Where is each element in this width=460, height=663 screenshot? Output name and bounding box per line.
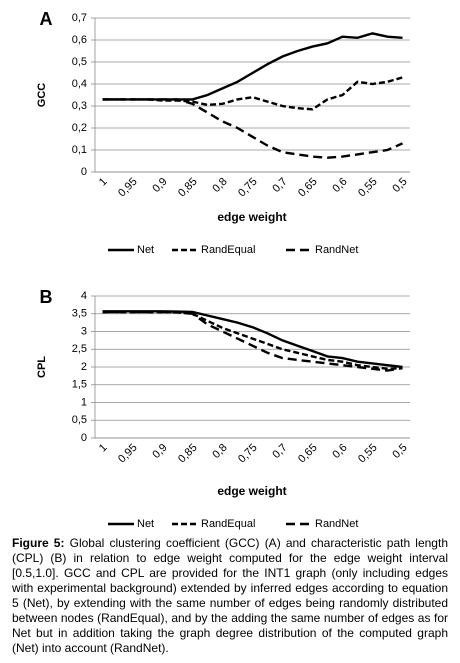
x-tick-label: 0,8 xyxy=(210,442,229,461)
series-line xyxy=(102,32,403,101)
x-tick-label: 0,6 xyxy=(330,442,349,461)
x-tick-label: 0,75 xyxy=(236,176,260,200)
x-tick-label: 0,85 xyxy=(176,176,200,200)
x-tick-label: 0,55 xyxy=(356,176,380,200)
x-tick-label: 1 xyxy=(97,176,110,189)
legend-label: Net xyxy=(137,518,154,530)
x-axis-label: edge weight xyxy=(217,210,286,224)
y-tick-label: 0,5 xyxy=(72,56,87,68)
x-tick-label: 0,75 xyxy=(236,442,260,466)
x-tick-label: 1 xyxy=(97,442,110,455)
y-tick-label: 0,3 xyxy=(72,100,87,112)
y-axis-label: CPL xyxy=(36,356,48,378)
series-line xyxy=(102,76,403,111)
y-tick-label: 2,5 xyxy=(72,343,87,355)
x-tick-label: 0,95 xyxy=(116,442,140,466)
x-tick-label: 0,95 xyxy=(116,176,140,200)
y-tick-label: 0 xyxy=(81,166,87,178)
x-tick-label: 0,65 xyxy=(296,442,320,466)
series-line xyxy=(102,310,403,372)
legend-label: RandNet xyxy=(315,244,358,256)
y-tick-label: 0,6 xyxy=(72,34,87,46)
x-tick-label: 0,7 xyxy=(270,442,289,461)
x-tick-label: 0,5 xyxy=(390,442,409,461)
panel-label: A xyxy=(40,9,53,29)
y-tick-label: 2 xyxy=(81,361,87,373)
y-tick-label: 0,2 xyxy=(72,122,87,134)
panel-label: B xyxy=(40,287,53,307)
x-tick-label: 0,65 xyxy=(296,176,320,200)
y-tick-label: 4 xyxy=(81,290,87,302)
x-tick-label: 0,85 xyxy=(176,442,200,466)
series-line xyxy=(102,98,403,159)
y-tick-label: 1 xyxy=(81,396,87,408)
series-line xyxy=(102,310,403,371)
y-tick-label: 3 xyxy=(81,325,87,337)
y-tick-label: 0,4 xyxy=(72,78,87,90)
caption-text: Global clustering coefficient (GCC) (A) … xyxy=(12,536,448,655)
x-tick-label: 0,8 xyxy=(210,176,229,195)
y-tick-label: 1,5 xyxy=(72,379,87,391)
y-tick-label: 0,7 xyxy=(72,12,87,24)
x-axis-label: edge weight xyxy=(217,484,286,498)
y-axis-label: GCC xyxy=(36,83,48,108)
x-tick-label: 0,7 xyxy=(270,176,289,195)
x-tick-label: 0,9 xyxy=(150,176,169,195)
x-tick-label: 0,5 xyxy=(390,176,409,195)
legend-label: RandEqual xyxy=(201,244,255,256)
x-tick-label: 0,9 xyxy=(150,442,169,461)
y-tick-label: 0,1 xyxy=(72,144,87,156)
y-tick-label: 0 xyxy=(81,432,87,444)
caption: Figure 5: Global clustering coefficient … xyxy=(12,536,448,656)
x-tick-label: 0,55 xyxy=(356,442,380,466)
legend-label: RandNet xyxy=(315,518,358,530)
legend-label: Net xyxy=(137,244,154,256)
y-tick-label: 3,5 xyxy=(72,308,87,320)
legend-label: RandEqual xyxy=(201,518,255,530)
caption-label: Figure 5: xyxy=(12,536,65,550)
y-tick-label: 0,5 xyxy=(72,414,87,426)
figure: A GCC edge weight 0 0,1 0,2 0,3 0,4 0,5 0,6 0,7 1 0,… xyxy=(36,9,410,530)
x-tick-label: 0,6 xyxy=(330,176,349,195)
